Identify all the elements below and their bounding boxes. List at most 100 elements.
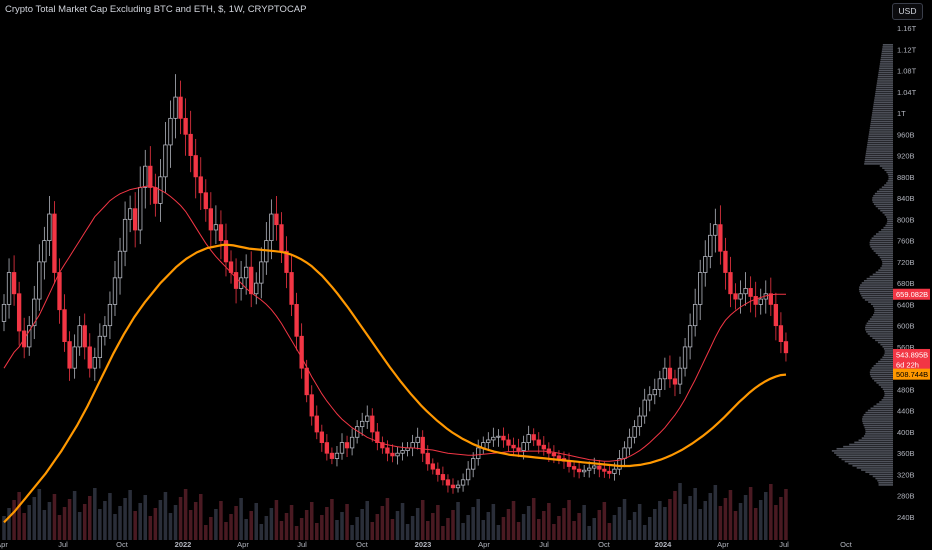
volume-bar — [779, 497, 783, 540]
candle-body — [713, 224, 718, 236]
volume-bar — [72, 491, 77, 540]
volume-profile-bar — [886, 216, 893, 218]
volume-profile-bar — [870, 303, 893, 305]
candle-body — [733, 293, 738, 300]
candle-body — [334, 452, 340, 459]
candle-body — [329, 452, 335, 459]
volume-profile-bar — [872, 197, 893, 199]
candle-body — [183, 117, 188, 135]
ma-fast-line — [3, 185, 786, 462]
volume-profile-bar — [880, 61, 893, 63]
volume-bar — [728, 490, 733, 540]
x-tick-label: 2022 — [175, 540, 192, 549]
volume-profile-bar — [884, 392, 893, 395]
candle-body — [339, 442, 345, 454]
candle-body — [511, 444, 516, 449]
volume-bar — [466, 515, 470, 540]
volume-profile-bar — [883, 348, 893, 350]
volume-bar — [27, 505, 31, 540]
volume-bar — [511, 501, 516, 540]
volume-bar — [229, 514, 233, 540]
candle-body — [435, 468, 441, 475]
volume-bar — [753, 508, 758, 540]
volume-bar — [491, 504, 496, 540]
volume-profile-bar — [864, 426, 893, 429]
volume-profile-bar — [878, 231, 893, 233]
volume-bar — [390, 519, 395, 540]
candle-body — [375, 431, 380, 443]
volume-bar — [269, 508, 274, 540]
y-tick-label: 1.08T — [897, 67, 917, 76]
candle-body — [213, 224, 219, 231]
volume-profile-bar — [888, 175, 893, 178]
volume-profile-bar — [884, 169, 893, 172]
y-tick-label: 1T — [897, 109, 906, 118]
candle-body — [365, 415, 370, 422]
price-tag — [893, 368, 930, 380]
volume-profile-bar — [881, 228, 893, 231]
volume-profile-bar — [858, 288, 893, 291]
volume-profile-bar — [866, 331, 893, 333]
candle-body — [581, 469, 587, 473]
candle-body — [657, 378, 662, 390]
candle-body — [627, 436, 632, 449]
price-tag-label: 508.744B — [896, 370, 928, 379]
volume-profile-bar — [872, 201, 893, 203]
volume-profile-bar — [884, 394, 893, 397]
volume-profile-bar — [871, 237, 893, 240]
x-tick-label: Apr — [237, 540, 249, 549]
candle-body — [1, 303, 7, 322]
volume-profile-bar — [866, 148, 893, 150]
volume-bar — [259, 524, 264, 540]
volume-bar — [204, 525, 208, 540]
volume-bar — [723, 498, 728, 540]
volume-profile-bar — [872, 107, 893, 110]
candle-body — [168, 117, 173, 146]
volume-profile-bar — [869, 126, 893, 129]
volume-bar — [249, 511, 253, 540]
currency-button[interactable]: USD — [892, 3, 923, 20]
volume-profile-bar — [876, 403, 893, 405]
volume-profile-bar — [887, 218, 893, 220]
candle-body — [259, 261, 264, 284]
volume-profile-bar — [877, 207, 893, 210]
candle-body — [430, 463, 435, 470]
x-tick-label: Jul — [539, 540, 549, 549]
volume-profile-bar — [865, 430, 893, 433]
volume-profile-bar — [878, 360, 893, 363]
volume-profile-bar — [870, 124, 893, 127]
volume-profile-bar — [873, 405, 893, 408]
volume-bar — [632, 512, 637, 540]
volume-bar — [153, 508, 158, 540]
candle-body — [233, 272, 239, 289]
moving-averages — [3, 185, 787, 524]
volume-profile-bar — [879, 165, 893, 167]
volume-profile-bar — [879, 188, 893, 191]
volume-bar — [198, 494, 203, 540]
volume-bar — [395, 511, 400, 540]
volume-profile-bar — [880, 358, 893, 361]
volume-bar — [350, 525, 354, 540]
y-tick-label: 680B — [897, 279, 915, 288]
volume-profile-bar — [866, 146, 893, 148]
candle-body — [450, 484, 456, 489]
volume-profile-bar — [883, 396, 893, 399]
candle-body — [531, 434, 536, 441]
volume-profile-bar — [867, 409, 893, 412]
volume-profile-bar — [867, 143, 893, 146]
y-tick-label: 1.04T — [897, 88, 917, 97]
volume-bar — [239, 498, 243, 540]
volume-profile-bar — [871, 248, 893, 250]
candle-body — [743, 288, 748, 295]
volume-bar — [718, 506, 723, 540]
candle-body — [203, 192, 208, 210]
volume-profile-bar — [880, 386, 893, 388]
volume-profile-bar — [863, 280, 893, 282]
volume-profile-bar — [887, 220, 893, 223]
candle-body — [602, 468, 607, 472]
candle-body — [471, 458, 476, 470]
volume-profile-bar — [883, 354, 893, 357]
volume-bar — [627, 520, 632, 540]
volume-profile-bar — [865, 152, 893, 155]
